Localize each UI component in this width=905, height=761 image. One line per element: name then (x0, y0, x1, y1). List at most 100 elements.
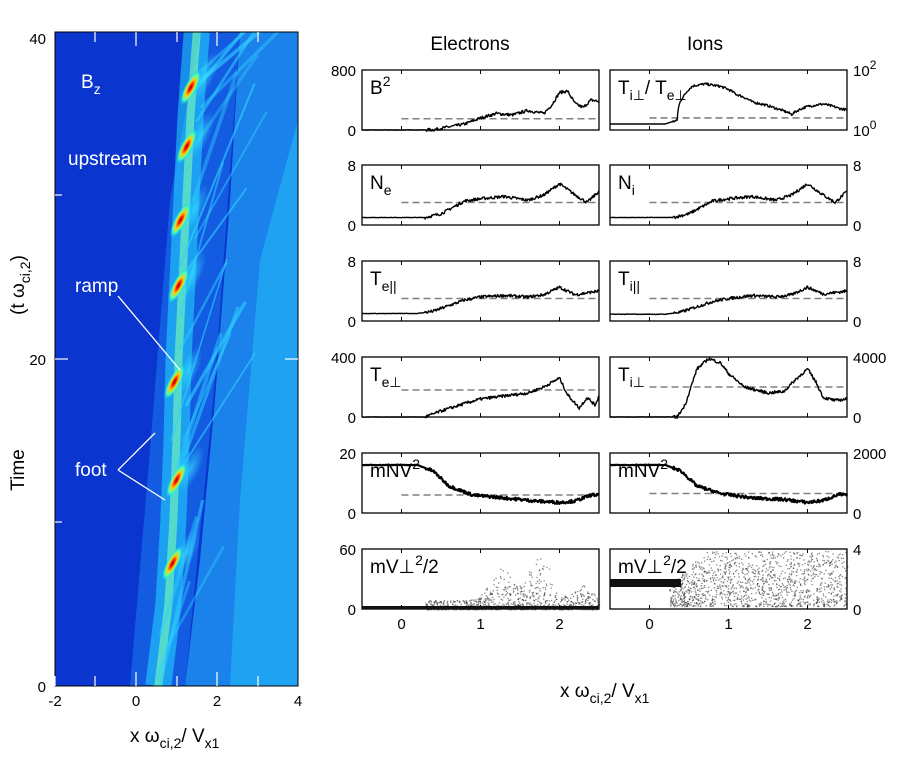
scatter-point (688, 586, 690, 588)
scatter-point (541, 567, 544, 570)
scatter-point (779, 592, 781, 594)
scatter-point (672, 602, 674, 605)
scatter-point (717, 570, 719, 572)
scatter-point (724, 556, 726, 558)
scatter-point (548, 609, 551, 611)
scatter-point (835, 564, 837, 567)
scatter-point (498, 605, 500, 607)
scatter-point (777, 599, 779, 601)
scatter-point (734, 561, 737, 564)
scatter-point (799, 578, 801, 580)
scatter-point (822, 599, 824, 602)
y-tick-label: 0 (853, 218, 861, 235)
scatter-point (761, 597, 763, 599)
scatter-point (765, 571, 767, 573)
scatter-point (669, 590, 671, 592)
scatter-point (505, 588, 507, 590)
scatter-point (443, 601, 445, 603)
scatter-point (800, 604, 802, 606)
scatter-point (768, 589, 771, 591)
scatter-point (679, 586, 682, 588)
scatter-point (479, 597, 481, 599)
scatter-point (803, 582, 805, 584)
scatter-point (738, 555, 740, 558)
scatter-point (578, 603, 580, 605)
scatter-point (585, 598, 587, 601)
scatter-point (824, 582, 826, 584)
scatter-point (543, 565, 545, 567)
scatter-point (802, 601, 804, 603)
scatter-point (718, 556, 721, 558)
scatter-point (590, 604, 592, 606)
scatter-point (807, 589, 809, 592)
scatter-point (727, 601, 730, 603)
scatter-point (801, 592, 803, 594)
scatter-point (772, 583, 774, 585)
scatter-point (758, 567, 760, 569)
scatter-point (798, 600, 800, 602)
scatter-point (812, 566, 814, 568)
scatter-point (799, 605, 802, 608)
scatter-point (470, 604, 472, 606)
scatter-point (560, 605, 562, 607)
scatter-point (702, 602, 705, 604)
scatter-point (748, 597, 750, 599)
scatter-point (704, 581, 706, 583)
scatter-point (474, 608, 477, 610)
scatter-point (790, 574, 792, 576)
scatter-point (786, 594, 788, 596)
scatter-point (697, 600, 699, 602)
scatter-point (787, 559, 789, 561)
scatter-point (836, 580, 838, 582)
scatter-point (757, 578, 759, 580)
scatter-point (539, 590, 541, 592)
scatter-point (823, 604, 825, 607)
scatter-point (678, 578, 680, 580)
scatter-point (742, 572, 744, 574)
scatter-point (568, 604, 570, 606)
scatter-point (437, 602, 439, 604)
scatter-point (486, 589, 488, 591)
scatter-point (758, 551, 761, 553)
scatter-point (790, 573, 793, 575)
scatter-point (495, 608, 497, 611)
peak-halo (178, 250, 207, 299)
scatter-point (763, 564, 765, 567)
scatter-point (431, 605, 433, 607)
scatter-point (786, 560, 789, 562)
scatter-point (681, 576, 683, 579)
scatter-point (815, 569, 818, 571)
scatter-point (773, 598, 775, 600)
scatter-point (469, 605, 471, 607)
scatter-point (789, 587, 791, 589)
scatter-point (711, 598, 714, 600)
x-tick-label: 0 (645, 616, 653, 633)
scatter-point (799, 594, 801, 597)
scatter-point (725, 571, 727, 573)
scatter-point (697, 594, 699, 596)
scatter-point (589, 602, 591, 604)
scatter-point (714, 600, 716, 603)
scatter-point (719, 578, 721, 580)
scatter-point (846, 565, 848, 567)
y-tick-label: 4000 (853, 350, 886, 367)
scatter-point (758, 603, 760, 605)
scatter-point (747, 595, 750, 597)
scatter-point (782, 604, 785, 606)
scatter-point (701, 593, 703, 595)
scatter-point (769, 575, 771, 577)
scatter-point (535, 599, 537, 601)
scatter-point (806, 601, 808, 603)
scatter-point (771, 576, 774, 579)
scatter-point (707, 599, 709, 601)
scatter-point (833, 595, 835, 597)
scatter-point (674, 602, 676, 605)
scatter-point (717, 553, 719, 555)
scatter-point (476, 605, 479, 607)
scatter-point (593, 593, 595, 595)
scatter-point (769, 600, 772, 602)
scatter-point (581, 601, 584, 603)
scatter-point (762, 574, 764, 576)
scatter-point (730, 600, 732, 602)
